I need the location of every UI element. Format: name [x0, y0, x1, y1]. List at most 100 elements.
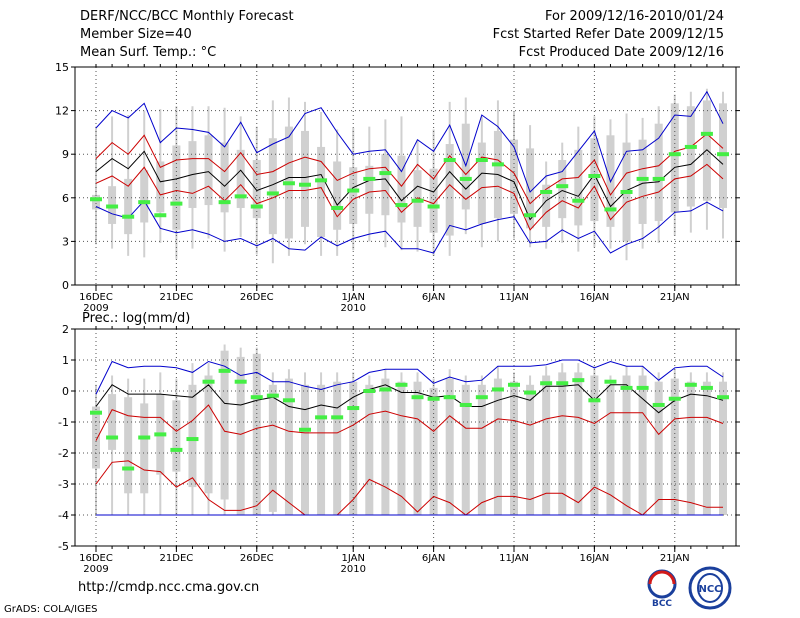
obs-marker — [218, 200, 231, 205]
box — [92, 194, 100, 210]
obs-marker — [266, 191, 279, 196]
box — [349, 381, 358, 515]
obs-marker — [299, 182, 311, 187]
y-tick-label: 3 — [62, 235, 69, 248]
obs-marker — [218, 368, 231, 373]
box — [124, 178, 133, 235]
box — [252, 353, 261, 515]
obs-marker — [604, 207, 617, 212]
box — [365, 384, 374, 515]
obs-marker — [170, 447, 183, 452]
box — [413, 170, 422, 227]
box — [188, 384, 197, 488]
obs-marker — [138, 200, 151, 205]
y-tick-label: 2 — [62, 323, 69, 336]
x-tick-label: 1JAN — [341, 292, 364, 303]
obs-marker — [636, 176, 649, 181]
series-max — [95, 90, 724, 193]
obs-marker — [475, 158, 488, 163]
box — [381, 154, 390, 216]
obs-marker — [668, 396, 681, 401]
box — [204, 375, 213, 494]
obs-marker — [620, 189, 633, 194]
y-tick-label: 1 — [62, 354, 69, 367]
box — [638, 139, 647, 224]
plot-frame — [74, 66, 737, 286]
obs-marker — [556, 381, 569, 386]
obs-marker — [556, 184, 569, 189]
obs-marker — [717, 152, 729, 157]
box — [558, 372, 567, 515]
obs-marker — [668, 152, 681, 157]
series-lower — [95, 163, 724, 231]
obs-marker — [363, 176, 376, 181]
x-tick-label: 6JAN — [422, 292, 445, 303]
box — [574, 372, 583, 515]
x-tick-sublabel: 2010 — [341, 564, 366, 575]
obs-marker — [138, 435, 151, 440]
box — [542, 184, 551, 227]
box — [284, 378, 293, 515]
y-tick-label: -4 — [58, 509, 69, 522]
box — [670, 103, 679, 213]
series-lower — [95, 460, 723, 516]
obs-marker — [508, 382, 520, 387]
obs-marker — [395, 382, 408, 387]
obs-marker — [299, 427, 311, 432]
obs-marker — [684, 382, 697, 387]
ncc-logo: NCC — [688, 566, 732, 610]
start-date: Fcst Started Refer Date 2009/12/15 — [492, 27, 724, 42]
x-tick-label: 1JAN — [341, 553, 364, 564]
y-tick-label: 12 — [55, 105, 69, 118]
source-url[interactable]: http://cmdp.ncc.cma.gov.cn — [78, 580, 260, 595]
obs-marker — [170, 201, 183, 206]
box — [204, 135, 213, 206]
x-tick-sublabel: 2009 — [83, 564, 108, 575]
box — [606, 384, 615, 515]
series-upper — [95, 133, 724, 205]
member-size: Member Size=40 — [80, 27, 192, 42]
box — [510, 139, 518, 214]
obs-marker — [282, 398, 295, 403]
obs-marker — [620, 385, 633, 390]
box — [574, 149, 583, 226]
obs-marker — [347, 188, 360, 193]
box — [702, 381, 711, 515]
obs-marker — [202, 379, 215, 384]
obs-marker — [491, 162, 504, 167]
box — [526, 148, 535, 229]
obs-marker — [154, 213, 167, 218]
obs-marker — [572, 378, 585, 383]
y-tick-label: -1 — [58, 416, 69, 429]
obs-marker — [700, 385, 713, 390]
obs-marker — [186, 437, 199, 442]
box — [140, 403, 149, 494]
box — [445, 144, 454, 236]
grads-credit: GrADS: COLA/IGES — [4, 604, 98, 615]
box — [654, 123, 663, 222]
obs-marker — [90, 410, 102, 415]
obs-marker — [443, 158, 456, 163]
box — [461, 384, 470, 515]
box — [622, 375, 631, 515]
obs-marker — [122, 214, 135, 219]
box — [686, 381, 695, 515]
obs-marker — [347, 406, 360, 411]
x-tick-sublabel: 2009 — [83, 303, 108, 314]
box — [236, 356, 245, 515]
box — [686, 106, 695, 207]
box — [317, 146, 326, 238]
obs-marker — [106, 435, 119, 440]
x-tick-label: 21JAN — [660, 553, 690, 564]
obs-marker — [572, 198, 585, 203]
plot-frame — [74, 328, 737, 547]
obs-marker — [379, 387, 392, 392]
box — [124, 397, 133, 494]
obs-marker — [331, 415, 344, 420]
box — [719, 381, 727, 515]
x-tick-label: 21JAN — [660, 292, 690, 303]
box — [220, 350, 229, 500]
obs-marker — [379, 171, 392, 176]
x-tick-label: 6JAN — [422, 553, 445, 564]
